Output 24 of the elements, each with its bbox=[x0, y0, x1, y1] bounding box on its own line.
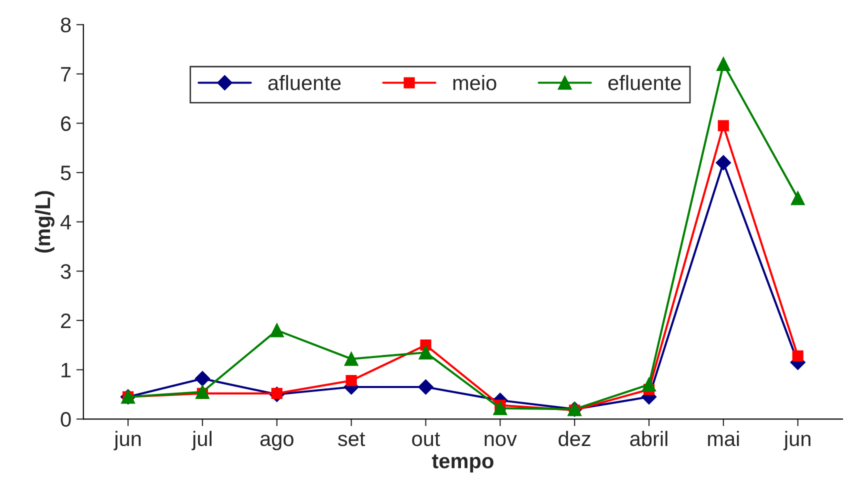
y-tick-label: 4 bbox=[60, 215, 71, 230]
y-tick-label: 7 bbox=[61, 67, 71, 82]
x-tick-label: abril bbox=[630, 430, 668, 446]
x-tick-label: nov bbox=[484, 434, 517, 446]
x-tick-label: out bbox=[412, 432, 440, 446]
x-tick-label: jun bbox=[114, 430, 141, 450]
y-axis-title: (mg/L) bbox=[34, 191, 54, 253]
x-tick-label: ago bbox=[260, 434, 294, 450]
y-tick-label: 6 bbox=[61, 116, 71, 132]
legend-label: meio bbox=[453, 74, 496, 90]
x-tick-label: dez bbox=[558, 430, 590, 446]
y-tick-label: 1 bbox=[62, 362, 71, 378]
x-tick-label: jun bbox=[783, 430, 810, 450]
y-tick-label: 2 bbox=[61, 313, 71, 328]
y-tick-label: 8 bbox=[60, 18, 71, 32]
x-tick-label: jul bbox=[192, 430, 212, 450]
x-tick-label: mai bbox=[708, 430, 739, 446]
y-tick-label: 5 bbox=[60, 166, 71, 180]
x-axis-title: tempo bbox=[432, 454, 494, 472]
legend-label: afluente bbox=[268, 74, 341, 90]
x-tick-label: set bbox=[338, 432, 366, 446]
y-tick-label: 3 bbox=[60, 264, 71, 279]
legend-label: efluente bbox=[608, 74, 681, 90]
y-tick-label: 0 bbox=[60, 412, 71, 427]
